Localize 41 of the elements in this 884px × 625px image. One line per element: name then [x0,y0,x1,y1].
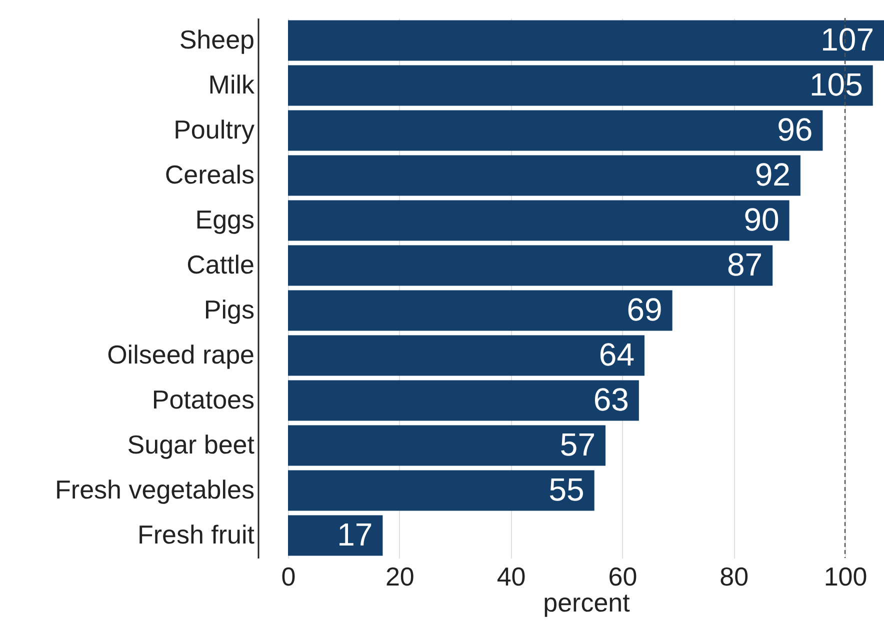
data-label: 69 [626,292,662,328]
y-tick-label: Poultry [174,114,254,144]
x-tick-label: 0 [281,562,296,592]
bar [288,65,873,106]
data-label: 55 [548,472,584,508]
bar [288,335,644,376]
x-tick-label: 20 [385,562,414,592]
bar [288,380,639,421]
y-tick-label: Cattle [186,250,254,280]
data-label: 90 [744,202,780,238]
bar [288,20,884,61]
y-tick-label: Potatoes [152,384,254,414]
x-tick-label: 100 [824,562,868,592]
bar [288,245,773,286]
bar [288,470,594,511]
x-tick-label: 80 [720,562,749,592]
data-label: 17 [337,516,373,552]
data-label: 57 [560,426,596,462]
bar [288,290,672,331]
bar [288,110,823,151]
y-tick-label: Fresh vegetables [55,474,254,504]
y-tick-label: Fresh fruit [137,520,256,550]
bar [288,515,383,556]
y-tick-label: Cereals [164,160,254,190]
y-tick-label: Sugar beet [127,430,256,460]
data-label: 105 [809,66,863,102]
bar [288,200,790,241]
data-label: 92 [754,156,790,192]
data-label: 63 [593,382,629,418]
y-tick-label: Milk [208,70,256,100]
data-label: 64 [598,336,634,372]
data-label: 96 [777,112,813,148]
bar [288,155,800,196]
y-tick-label: Pigs [204,294,254,324]
data-label: 87 [727,246,763,282]
data-label: 107 [820,22,874,58]
y-tick-label: Eggs [195,204,254,234]
x-tick-label: 40 [496,562,526,592]
bar [288,425,606,466]
y-tick-label: Oilseed rape [107,340,254,370]
y-tick-label: Sheep [179,24,254,54]
